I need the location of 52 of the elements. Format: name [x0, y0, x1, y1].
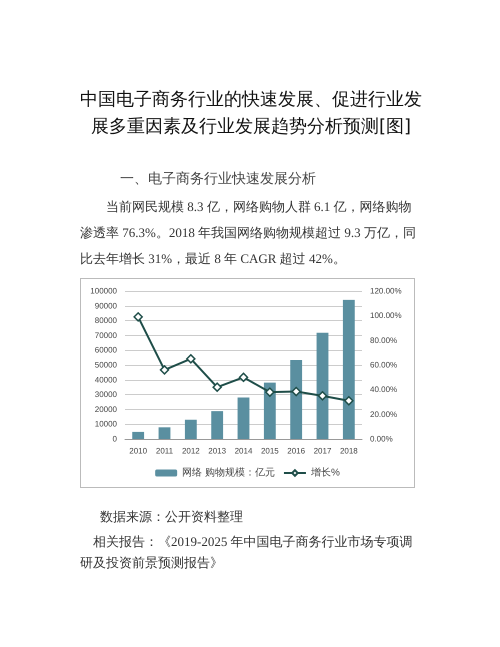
bar [132, 432, 144, 439]
y-tick-label: 0 [112, 434, 118, 444]
y-tick-label: 20000 [94, 404, 118, 414]
y-tick-label: 40000 [94, 375, 118, 384]
y-tick-label: 60000 [94, 346, 118, 355]
bar [290, 360, 302, 439]
y-tick-label: 100000 [90, 286, 118, 296]
y2-tick-label: 80.00% [370, 336, 398, 345]
x-tick-label: 2011 [156, 446, 174, 456]
y2-tick-label: 20.00% [370, 410, 398, 419]
source-note: 数据来源：公开资料整理 [100, 508, 244, 526]
y-tick-label: 90000 [94, 301, 118, 310]
y-tick-label: 10000 [94, 420, 118, 429]
y-tick-label: 70000 [94, 330, 118, 340]
point [318, 391, 328, 401]
bar [342, 300, 355, 439]
x-tick-label: 2017 [314, 446, 332, 456]
legend-label: 网络 购物规模：亿元 [182, 466, 275, 478]
y-tick-label: 50000 [94, 360, 118, 370]
y-tick-label: 30000 [94, 390, 118, 400]
point [133, 312, 143, 322]
point [344, 396, 354, 406]
bar [211, 411, 224, 439]
text: 当前网民规模 8.3 亿，网络购物人群 6.1 亿，网络购物渗透率 76.3%。2018 年我国网络购物规模超过 9.3 万亿，同比去年增长 31%，最近 8 年 CAGR 超过 42%。 [80, 198, 417, 268]
point [212, 382, 222, 392]
y-tick-label: 80000 [94, 316, 118, 326]
x-tick-label: 2018 [340, 446, 358, 456]
chart-title: 中国电子商务行业的快速发展、促进行业发展多重因素及行业发展趋势分析预测[图] [79, 88, 423, 139]
point [160, 365, 170, 375]
y2-tick-label: 40.00% [370, 385, 398, 394]
x-tick-label: 2010 [129, 446, 148, 456]
x-tick-label: 2016 [287, 446, 306, 456]
x-tick-label: 2015 [260, 446, 280, 456]
x-tick-label: 2012 [182, 446, 200, 456]
bar [264, 382, 276, 439]
bar [316, 332, 328, 439]
bar [184, 420, 197, 439]
bar [238, 398, 250, 439]
bar [158, 427, 170, 439]
text: 相关报告：《2019-2025 年中国电子商务行业市场专项调研及投资前景预测报告》 [80, 533, 414, 572]
point [186, 354, 196, 364]
point [291, 386, 301, 396]
y2-tick-label: 0.00% [370, 434, 393, 444]
y2-tick-label: 60.00% [370, 360, 398, 370]
point [265, 387, 275, 397]
y2-tick-label: 120.00% [370, 286, 402, 296]
x-tick-label: 2014 [234, 446, 253, 456]
chart-subtitle: 一、电子商务行业快速发展分析 [120, 170, 317, 188]
point [238, 372, 248, 382]
x-tick-label: 2013 [208, 446, 227, 456]
y2-tick-label: 100.00% [370, 311, 402, 320]
legend-label: 增长% [310, 466, 340, 478]
